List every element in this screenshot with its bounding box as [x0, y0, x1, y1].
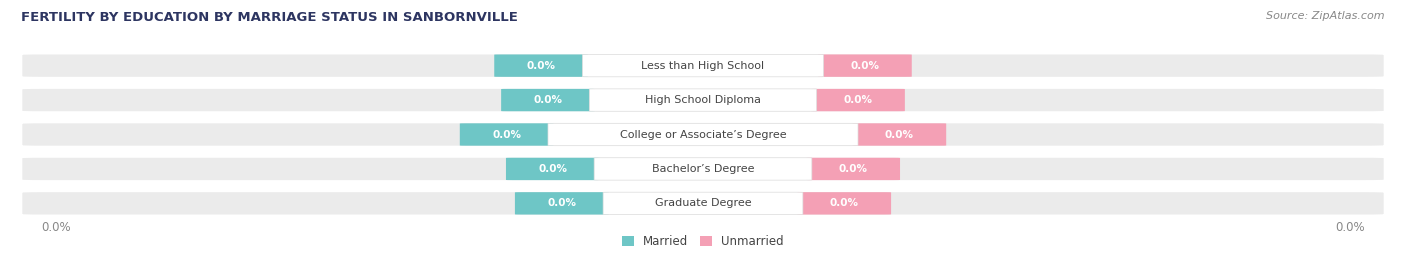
Text: 0.0%: 0.0% [492, 129, 522, 140]
Text: 0.0%: 0.0% [884, 129, 914, 140]
FancyBboxPatch shape [21, 53, 1385, 78]
FancyBboxPatch shape [495, 54, 588, 77]
Text: 0.0%: 0.0% [547, 198, 576, 208]
FancyBboxPatch shape [21, 87, 1385, 113]
FancyBboxPatch shape [818, 54, 911, 77]
Text: Source: ZipAtlas.com: Source: ZipAtlas.com [1267, 11, 1385, 21]
FancyBboxPatch shape [548, 123, 858, 146]
FancyBboxPatch shape [852, 123, 946, 146]
Text: Graduate Degree: Graduate Degree [655, 198, 751, 208]
Text: 0.0%: 0.0% [42, 221, 72, 234]
FancyBboxPatch shape [21, 191, 1385, 216]
Text: Less than High School: Less than High School [641, 61, 765, 71]
Legend: Married, Unmarried: Married, Unmarried [617, 230, 789, 253]
Text: 0.0%: 0.0% [538, 164, 567, 174]
FancyBboxPatch shape [515, 192, 609, 215]
Text: FERTILITY BY EDUCATION BY MARRIAGE STATUS IN SANBORNVILLE: FERTILITY BY EDUCATION BY MARRIAGE STATU… [21, 11, 517, 24]
FancyBboxPatch shape [806, 158, 900, 180]
FancyBboxPatch shape [589, 89, 817, 111]
FancyBboxPatch shape [595, 158, 811, 180]
Text: Bachelor’s Degree: Bachelor’s Degree [652, 164, 754, 174]
FancyBboxPatch shape [460, 123, 554, 146]
FancyBboxPatch shape [582, 54, 824, 77]
FancyBboxPatch shape [21, 122, 1385, 147]
FancyBboxPatch shape [811, 89, 905, 111]
Text: 0.0%: 0.0% [1334, 221, 1364, 234]
FancyBboxPatch shape [501, 89, 595, 111]
Text: 0.0%: 0.0% [527, 61, 555, 71]
Text: High School Diploma: High School Diploma [645, 95, 761, 105]
FancyBboxPatch shape [21, 156, 1385, 182]
FancyBboxPatch shape [797, 192, 891, 215]
Text: College or Associate’s Degree: College or Associate’s Degree [620, 129, 786, 140]
Text: 0.0%: 0.0% [851, 61, 879, 71]
Text: 0.0%: 0.0% [839, 164, 868, 174]
Text: 0.0%: 0.0% [533, 95, 562, 105]
Text: 0.0%: 0.0% [830, 198, 859, 208]
FancyBboxPatch shape [506, 158, 599, 180]
FancyBboxPatch shape [603, 192, 803, 215]
Text: 0.0%: 0.0% [844, 95, 873, 105]
